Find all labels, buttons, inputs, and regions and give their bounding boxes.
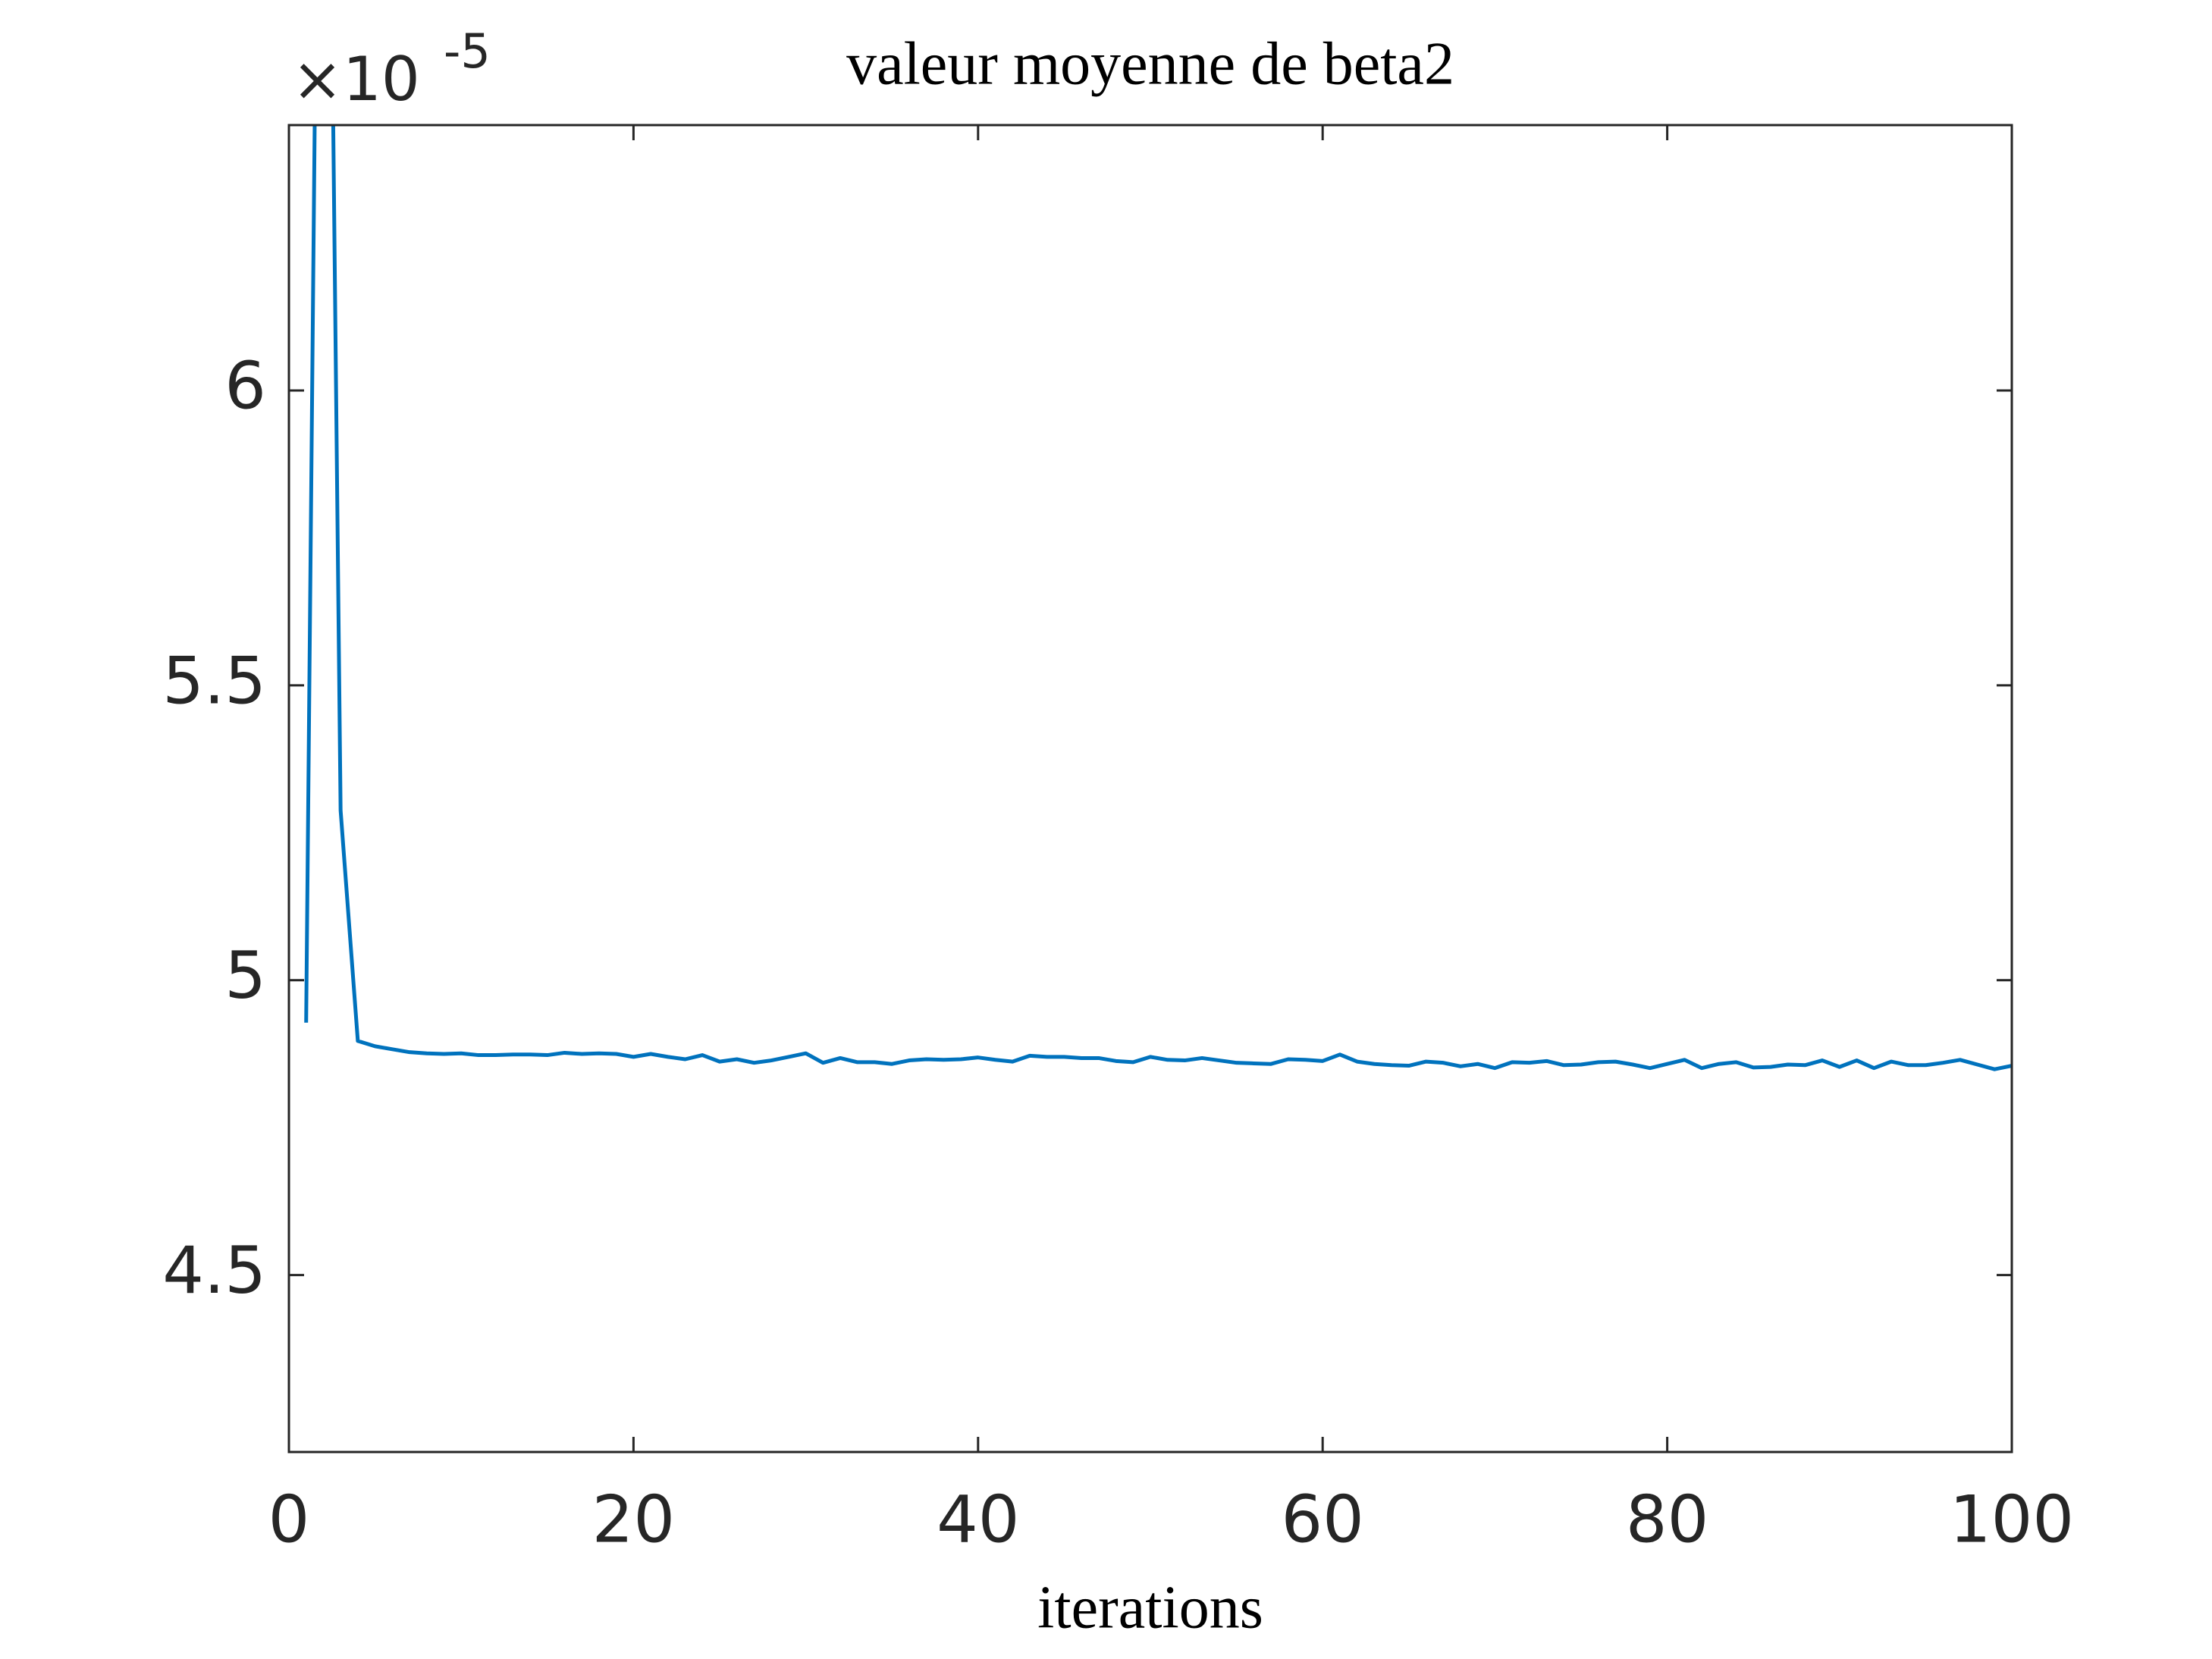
x-axis-label: iterations [1037, 1574, 1263, 1641]
y-tick-label: 4.5 [162, 1233, 266, 1309]
chart-title: valeur moyenne de beta2 [846, 30, 1454, 97]
x-tick-label: 80 [1626, 1482, 1708, 1557]
y-exponent: -5 [444, 24, 491, 79]
y-multiplier: ×10 [292, 44, 420, 114]
data-line [304, 125, 2012, 1071]
x-tick-label: 20 [592, 1482, 675, 1557]
y-tick-label: 6 [224, 348, 266, 424]
y-tick-label: 5 [224, 938, 266, 1014]
axes-box [287, 124, 2013, 1454]
x-tick-label: 60 [1281, 1482, 1363, 1557]
x-tick-label: 0 [268, 1482, 310, 1557]
plot-area: 0 20 40 60 80 100 4.5 5 5.5 6 [162, 125, 2074, 1557]
x-tick-label: 100 [1950, 1482, 2074, 1557]
y-tick-label: 5.5 [162, 643, 266, 719]
x-tick-label: 40 [937, 1482, 1019, 1557]
